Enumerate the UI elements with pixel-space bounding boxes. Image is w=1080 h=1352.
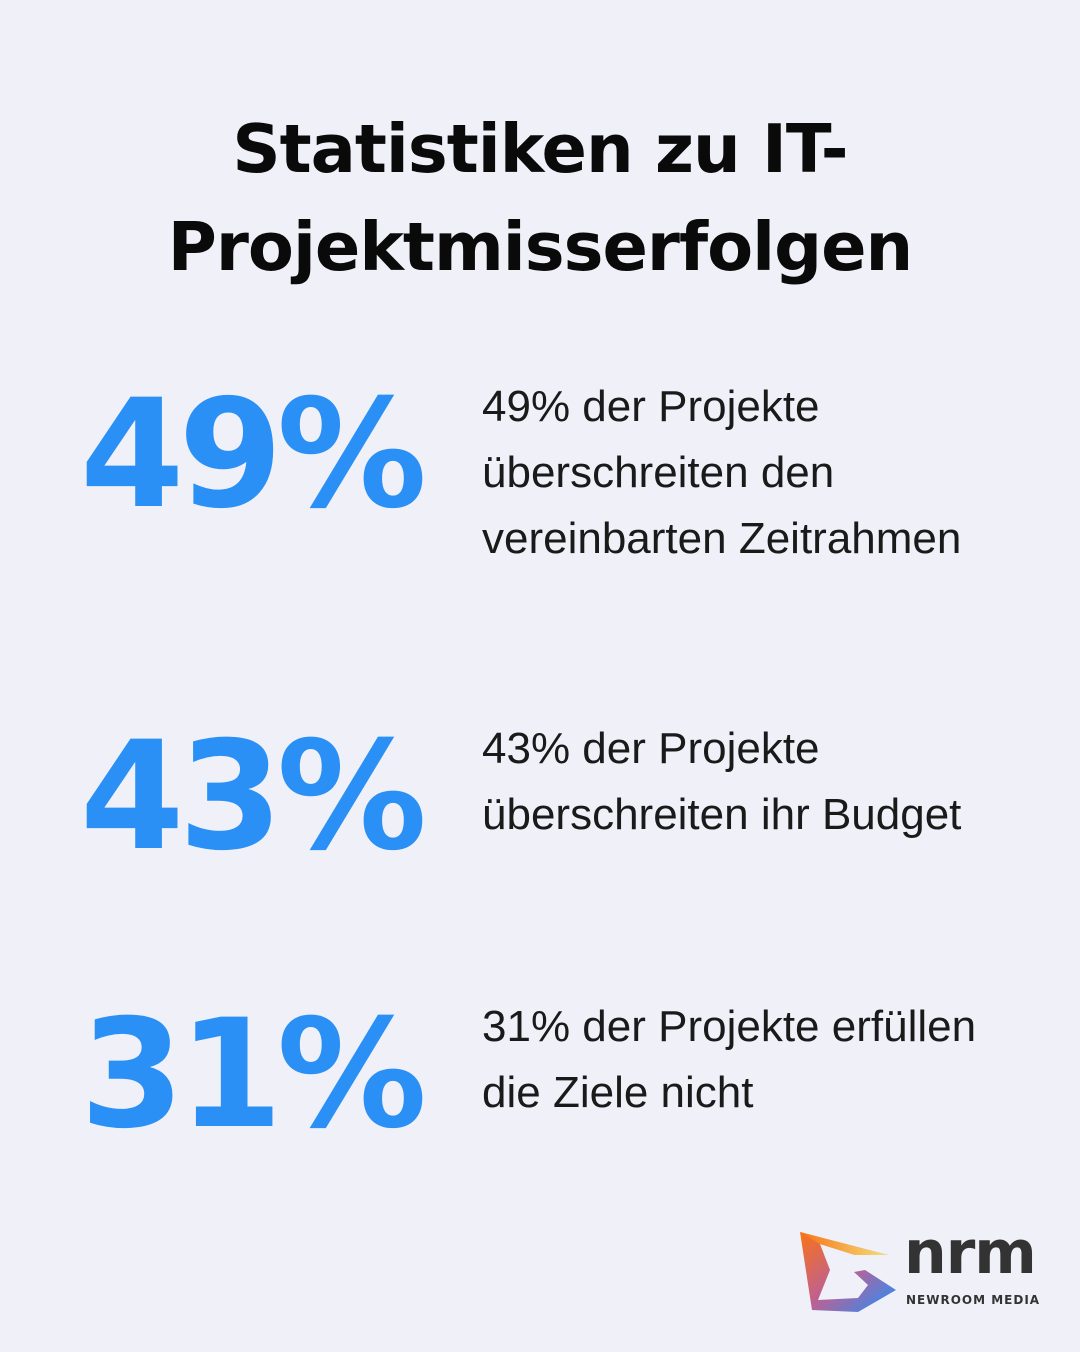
- logo-subtitle: NEWROOM MEDIA: [906, 1293, 1041, 1307]
- newroom-media-logo: nrm NEWROOM MEDIA: [800, 1218, 1050, 1315]
- stat-value: 43%: [80, 710, 427, 884]
- stat-description: 49% der Projekte überschreiten den verei…: [482, 382, 962, 563]
- logo-mark-icon: [800, 1232, 896, 1312]
- stat-description: 43% der Projekte überschreiten ihr Budge…: [482, 724, 962, 839]
- stat-description: 31% der Projekte erfüllen die Ziele nich…: [482, 1002, 977, 1117]
- logo-wordmark: nrm: [904, 1218, 1037, 1288]
- stat-value: 49%: [80, 368, 427, 542]
- page-title: Statistiken zu IT-Projektmisserfolgen: [167, 110, 913, 286]
- stat-value: 31%: [80, 988, 427, 1162]
